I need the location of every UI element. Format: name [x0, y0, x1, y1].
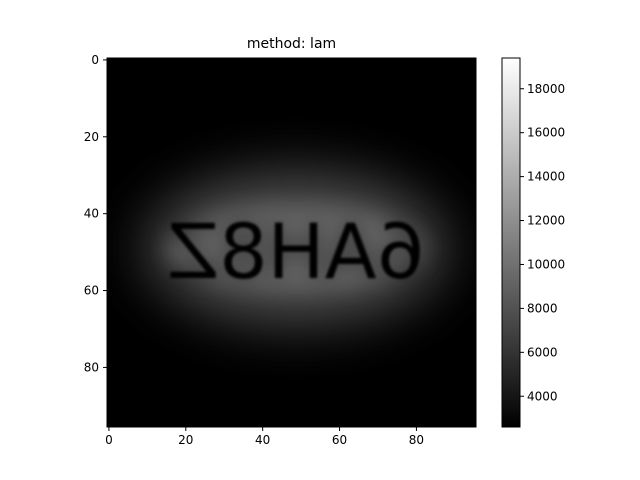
- heatmap-glyph-halo: 6AH8Z: [167, 207, 425, 296]
- colorbar-axis: 4000 6000 8000 10000 12000 14000 16000 18000: [520, 82, 565, 403]
- colorbar-tick-label: 8000: [527, 301, 558, 315]
- x-axis: 0 20 40 60 80: [105, 427, 424, 447]
- y-tick-label: 80: [84, 360, 99, 374]
- x-tick-label: 80: [409, 433, 424, 447]
- x-tick-label: 40: [255, 433, 270, 447]
- y-tick-label: 40: [84, 207, 99, 221]
- colorbar-tick-label: 18000: [527, 82, 565, 96]
- colorbar-tick-label: 6000: [527, 345, 558, 359]
- colorbar-tick-label: 16000: [527, 126, 565, 140]
- heatmap-glyph-text: 6AH8Z: [167, 207, 425, 296]
- y-tick-label: 20: [84, 130, 99, 144]
- y-tick-label: 60: [84, 284, 99, 298]
- x-tick-label: 0: [105, 433, 113, 447]
- colorbar-tick-label: 10000: [527, 257, 565, 271]
- colorbar-tick-label: 4000: [527, 389, 558, 403]
- y-tick-label: 0: [91, 53, 99, 67]
- heatmap-glow-inner: [168, 206, 424, 290]
- colorbar: [501, 57, 521, 428]
- heatmap-image: 6AH8Z 6AH8Z: [107, 58, 476, 427]
- y-axis: 0 20 40 60 80: [84, 53, 107, 374]
- x-tick-label: 20: [178, 433, 193, 447]
- colorbar-tick-label: 14000: [527, 170, 565, 184]
- x-tick-label: 60: [332, 433, 347, 447]
- colorbar-tick-label: 12000: [527, 214, 565, 228]
- axes-frame: [106, 57, 477, 428]
- chart-title: method: lam: [247, 36, 336, 52]
